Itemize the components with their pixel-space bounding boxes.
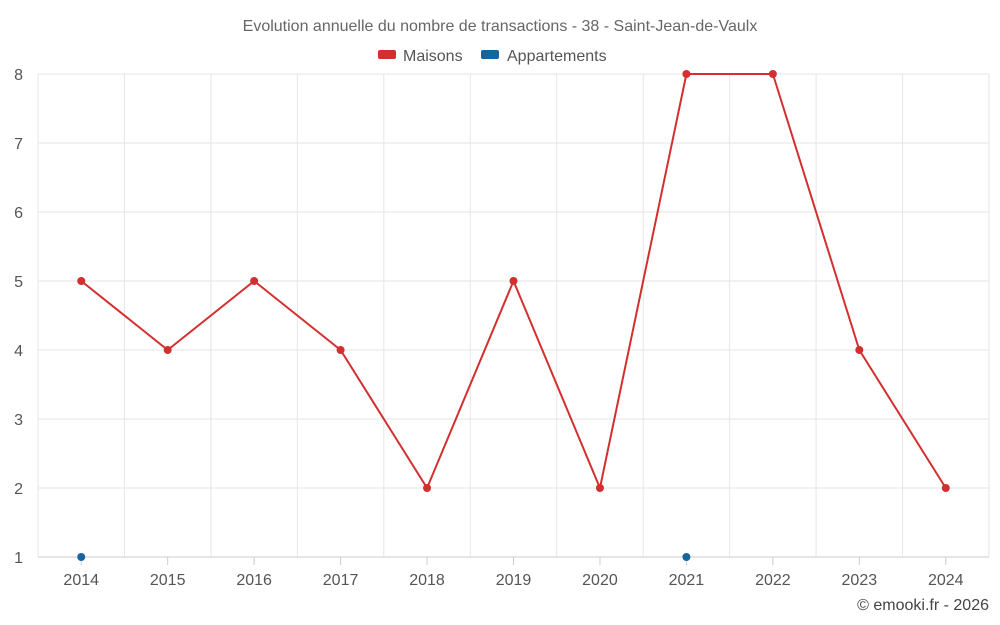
data-point-maisons[interactable]	[336, 346, 345, 354]
data-point-maisons[interactable]	[163, 346, 172, 354]
y-tick-label: 6	[14, 205, 23, 222]
data-point-maisons[interactable]	[250, 277, 259, 285]
series-maisons	[77, 70, 950, 492]
x-tick-label: 2023	[842, 572, 878, 589]
data-point-maisons[interactable]	[941, 484, 950, 492]
data-point-maisons[interactable]	[423, 484, 432, 492]
series-appartements	[77, 553, 691, 561]
y-tick-label: 1	[14, 550, 23, 567]
grid	[37, 73, 990, 557]
legend-item-appartements[interactable]: Appartements	[481, 48, 607, 65]
chart-title: Evolution annuelle du nombre de transact…	[243, 18, 758, 35]
data-point-maisons[interactable]	[509, 277, 518, 285]
legend-swatch-appartements	[481, 50, 499, 59]
credit-text: © emooki.fr - 2026	[857, 597, 989, 614]
data-point-maisons[interactable]	[682, 70, 691, 78]
legend-item-maisons[interactable]: Maisons	[378, 48, 463, 65]
axes: 1 2 3 4 5 6 7 8 2014 2015 2016 2017 2018 2019 2020 2021…	[14, 67, 989, 589]
data-point-appartements[interactable]	[77, 553, 86, 561]
legend: Maisons Appartements	[378, 48, 607, 65]
x-tick-label: 2024	[928, 572, 964, 589]
x-tick-label: 2017	[323, 572, 359, 589]
y-tick-label: 2	[14, 481, 23, 498]
x-tick-label: 2016	[236, 572, 272, 589]
legend-label-maisons: Maisons	[403, 48, 463, 65]
y-tick-label: 5	[14, 274, 23, 291]
x-tick-label: 2018	[409, 572, 445, 589]
y-tick-label: 7	[14, 136, 23, 153]
x-tick-label: 2020	[582, 572, 618, 589]
x-tick-label: 2019	[496, 572, 532, 589]
x-tick-label: 2015	[150, 572, 186, 589]
y-tick-label: 4	[14, 343, 23, 360]
data-point-maisons[interactable]	[855, 346, 864, 354]
x-tick-label: 2014	[63, 572, 99, 589]
x-tick-label: 2022	[755, 572, 791, 589]
legend-swatch-maisons	[378, 50, 396, 59]
data-point-maisons[interactable]	[595, 484, 604, 492]
y-tick-label: 3	[14, 412, 23, 429]
legend-label-appartements: Appartements	[507, 48, 607, 65]
x-tick-label: 2021	[669, 572, 705, 589]
y-tick-label: 8	[14, 67, 23, 84]
data-point-maisons[interactable]	[768, 70, 777, 78]
series	[77, 70, 950, 561]
data-point-maisons[interactable]	[77, 277, 86, 285]
data-point-appartements[interactable]	[682, 553, 691, 561]
